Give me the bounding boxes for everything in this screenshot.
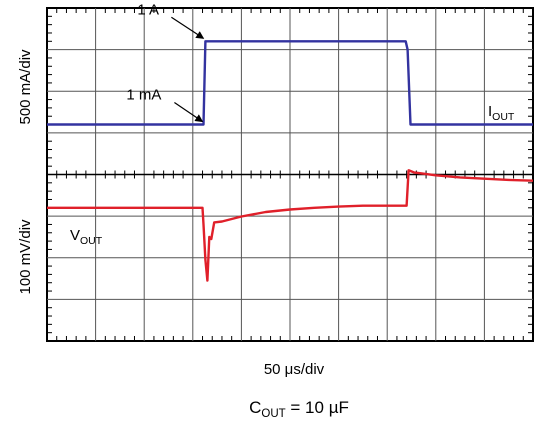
annotation-1ma: 1 mA xyxy=(126,87,161,104)
iout-trace xyxy=(47,40,533,126)
caption: COUT = 10 µF xyxy=(249,398,349,420)
vout-trace xyxy=(47,169,534,282)
vout-series-label: VOUT xyxy=(70,227,103,247)
annotation-arrow xyxy=(171,16,205,39)
x-axis-label: 50 μs/div xyxy=(264,361,325,378)
channel1-scale-label: 500 mA/div xyxy=(17,49,34,125)
traces xyxy=(47,40,534,282)
iout-series-label: IOUT xyxy=(488,103,515,123)
channel2-scale-label: 100 mV/div xyxy=(17,219,34,295)
annotation-1a: 1 A xyxy=(137,1,159,18)
annotation-arrow xyxy=(174,102,204,123)
annotations: 1 A 1 mA xyxy=(126,1,205,123)
grid xyxy=(47,8,533,341)
